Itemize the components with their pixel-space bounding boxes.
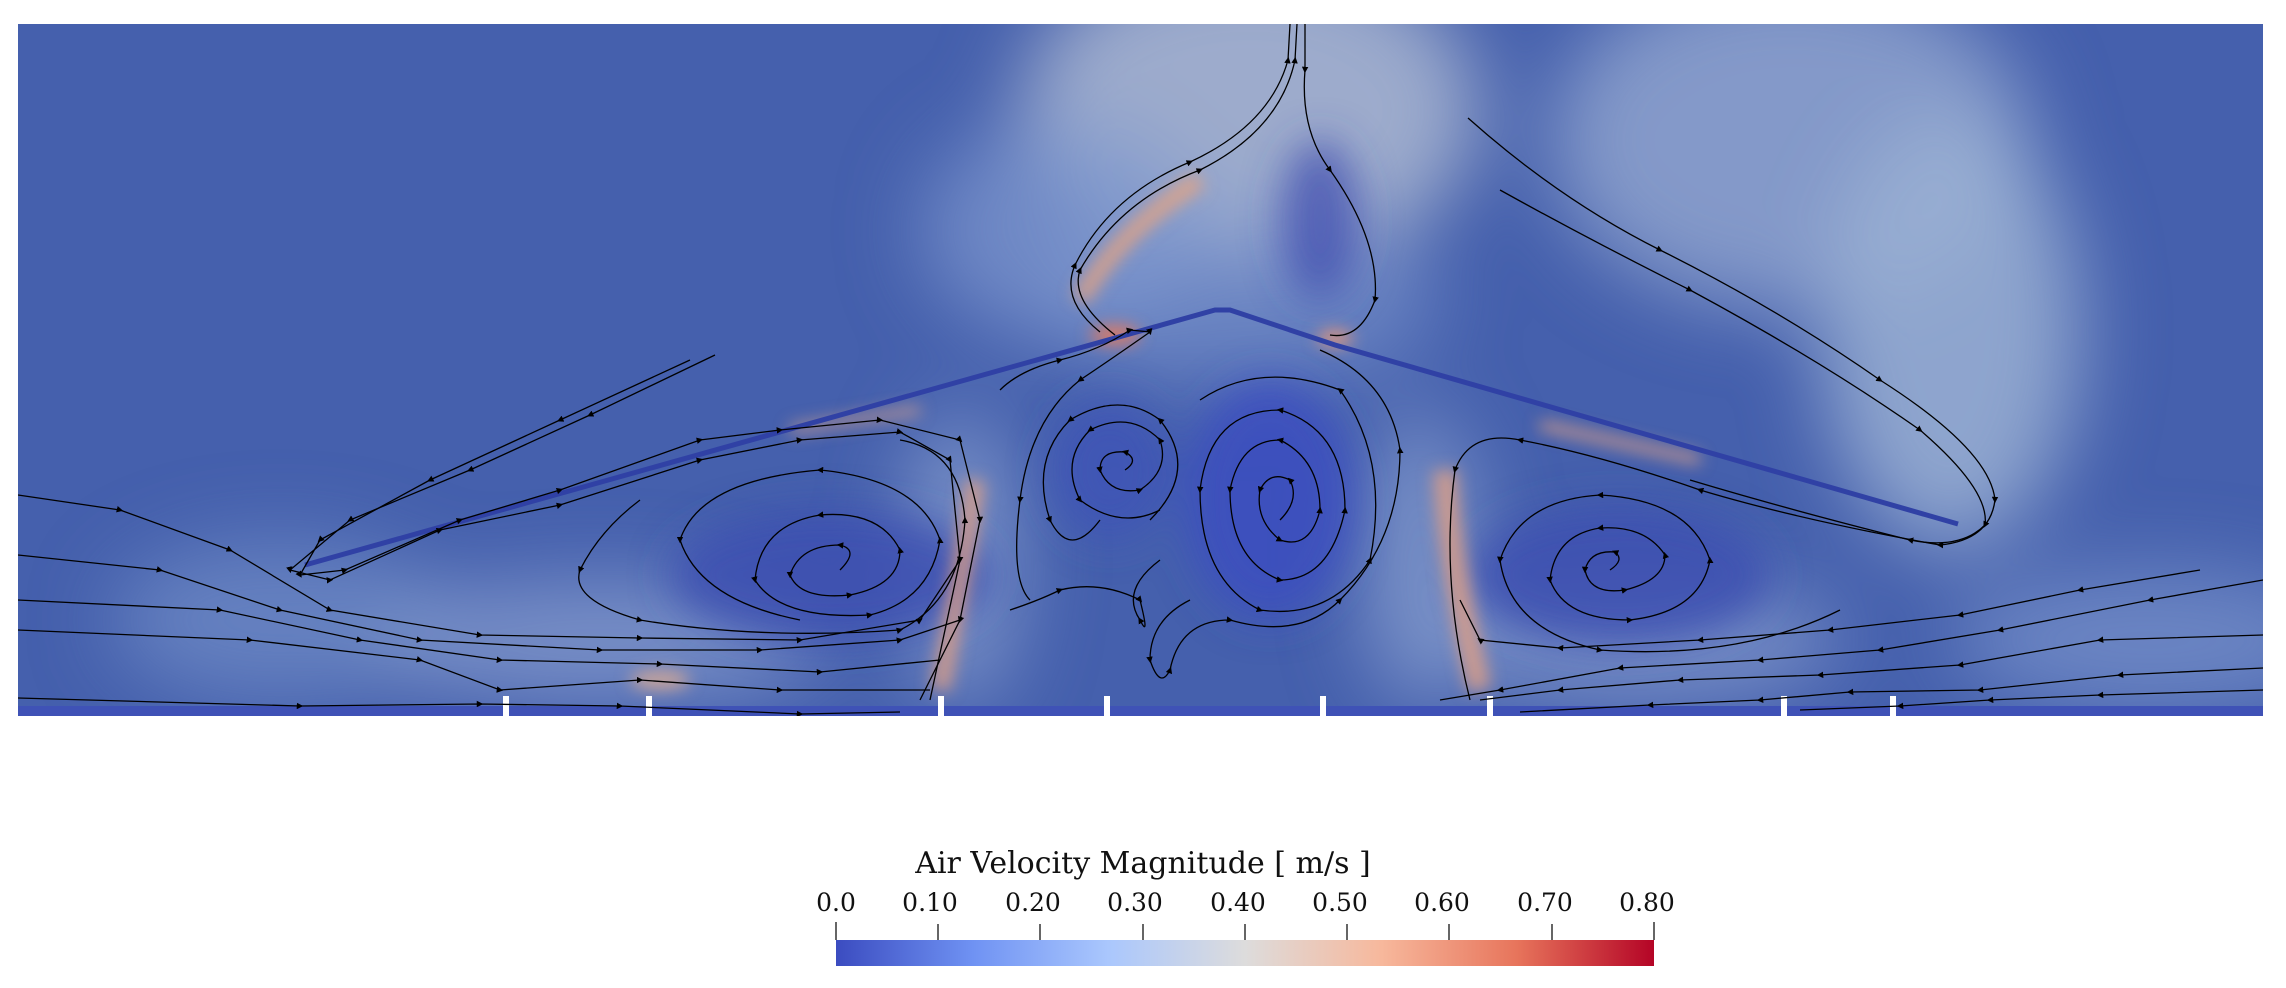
- streamline: [18, 697, 901, 716]
- streamline: [1459, 569, 2201, 652]
- floor: [18, 706, 2263, 716]
- streamline: [1799, 689, 2263, 711]
- colorbar-tick-label: 0.0: [816, 888, 856, 917]
- streamline: [1499, 189, 1990, 544]
- colorbar-title: Air Velocity Magnitude [ m/s ]: [915, 846, 1371, 881]
- streamlines: [18, 24, 2263, 716]
- streamline: [578, 439, 969, 634]
- flow-domain: [18, 24, 2263, 716]
- colorbar-tick-label: 0.30: [1107, 888, 1163, 917]
- streamline: [1146, 349, 1404, 679]
- colorbar-tick-label: 0.10: [902, 888, 958, 917]
- streamline: [1009, 559, 1161, 628]
- colorbar-tick-label: 0.20: [1005, 888, 1061, 917]
- streamline: [999, 327, 1153, 601]
- colorbar-tick-label: 0.60: [1414, 888, 1470, 917]
- colorbar-tick-label: 0.70: [1517, 888, 1573, 917]
- colorbar-ticks: [835, 922, 1655, 940]
- streamline: [1301, 24, 1379, 337]
- streamline: [1070, 24, 1291, 333]
- colorbar-tick-label: 0.80: [1619, 888, 1675, 917]
- streamline: [286, 354, 964, 701]
- colorbar: [836, 940, 1654, 966]
- colorbar-tick-label: 0.50: [1312, 888, 1368, 917]
- streamline: [1519, 667, 2263, 713]
- colorbar-tick-label: 0.40: [1210, 888, 1266, 917]
- streamline: [1449, 117, 1999, 701]
